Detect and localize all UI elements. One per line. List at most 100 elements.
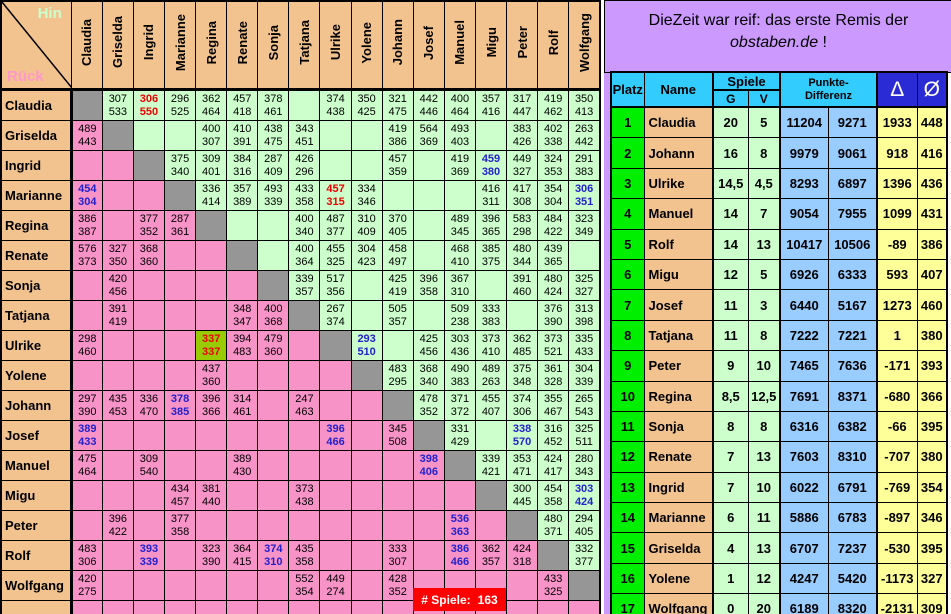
result-cell-claudia-vs-sonja[interactable]: 378 461 [257,89,290,121]
result-cell-tatjana-vs-ingrid[interactable] [132,300,166,331]
result-cell-rolf-vs-ulrike[interactable] [319,540,352,571]
standings-pkt-minus-cell[interactable]: 8320 [827,593,879,614]
result-cell-johann-vs-renate[interactable]: 314 461 [226,390,259,421]
result-cell-rolf-vs-rolf[interactable] [537,540,570,571]
result-cell-claudia-vs-peter[interactable]: 317 447 [506,89,539,121]
result-cell-claudia-vs-tatjana[interactable] [288,89,321,121]
standings-g-cell[interactable]: 7 [712,471,749,504]
result-cell-rolf-vs-yolene[interactable] [350,540,383,571]
result-cell-regina-vs-claudia[interactable]: 386 387 [70,210,103,241]
result-cell-regina-vs-peter[interactable]: 583 298 [506,210,539,241]
result-cell-extra-vs-rolf[interactable] [537,600,570,614]
result-cell-renate-vs-yolene[interactable]: 304 423 [350,240,383,271]
standings-delta-cell[interactable]: 1099 [876,198,918,230]
standings-pkt-minus-cell[interactable]: 8371 [827,380,879,412]
result-cell-tatjana-vs-migu[interactable]: 333 383 [474,300,508,331]
result-cell-wolfgang-vs-peter[interactable] [506,570,539,601]
standings-name-cell[interactable]: Peter [643,350,714,382]
result-cell-peter-vs-manuel[interactable]: 536 363 [443,510,476,541]
standings-pkt-minus-cell[interactable]: 5420 [827,562,879,595]
standings-platz-cell[interactable]: 10 [610,380,645,412]
result-cell-claudia-vs-griselda[interactable]: 307 533 [101,89,134,121]
standings-pkt-plus-cell[interactable]: 6022 [779,471,829,504]
result-cell-tatjana-vs-josef[interactable] [412,300,445,331]
standings-name-cell[interactable]: Yolene [643,562,714,595]
result-cell-ulrike-vs-regina[interactable]: 337 337 [195,330,228,361]
col-header-griselda[interactable]: Griselda [101,0,134,91]
standings-delta-cell[interactable]: -1173 [876,562,918,595]
standings-v-cell[interactable]: 8 [747,137,782,169]
standings-g-cell[interactable]: 4 [712,532,749,564]
standings-delta-cell[interactable]: 918 [876,137,918,169]
result-cell-sonja-vs-griselda[interactable]: 420 456 [101,270,134,301]
result-cell-renate-vs-regina[interactable] [195,240,228,271]
result-cell-marianne-vs-renate[interactable]: 357 389 [226,180,259,211]
result-cell-migu-vs-claudia[interactable] [70,480,103,511]
result-cell-migu-vs-migu[interactable] [474,480,508,511]
result-cell-migu-vs-ulrike[interactable] [319,480,352,511]
result-cell-ingrid-vs-sonja[interactable]: 287 409 [257,150,290,181]
col-header-wolfgang[interactable]: Wolfgang [568,0,601,91]
standings-pkt-minus-cell[interactable]: 6333 [827,258,879,291]
result-cell-wolfgang-vs-yolene[interactable] [350,570,383,601]
result-cell-josef-vs-josef[interactable] [412,420,445,451]
standings-g-cell[interactable]: 14 [712,198,749,230]
standings-platz-cell[interactable]: 9 [610,350,645,382]
result-cell-ingrid-vs-claudia[interactable] [70,150,103,181]
result-cell-claudia-vs-ulrike[interactable]: 374 438 [319,89,352,121]
result-cell-ingrid-vs-renate[interactable]: 384 316 [226,150,259,181]
header-v[interactable]: V [747,89,782,108]
standings-delta-cell[interactable]: -707 [876,441,918,473]
row-header-ellipsis[interactable]: ... [0,600,73,614]
standings-v-cell[interactable]: 13 [747,532,782,564]
col-header-johann[interactable]: Johann [381,0,414,91]
result-cell-ulrike-vs-johann[interactable] [381,330,414,361]
result-cell-renate-vs-wolfgang[interactable] [568,240,601,271]
standings-delta-cell[interactable]: -769 [876,471,918,504]
result-cell-ulrike-vs-rolf[interactable]: 373 521 [537,330,570,361]
result-cell-sonja-vs-wolfgang[interactable]: 325 327 [568,270,601,301]
result-cell-ingrid-vs-josef[interactable] [412,150,445,181]
result-cell-rolf-vs-griselda[interactable] [101,540,134,571]
standings-g-cell[interactable]: 11 [712,319,749,352]
standings-platz-cell[interactable]: 2 [610,137,645,169]
row-header-sonja[interactable]: Sonja [0,270,73,301]
standings-delta-cell[interactable]: 593 [876,258,918,291]
result-cell-griselda-vs-tatjana[interactable]: 343 451 [288,120,321,151]
result-cell-sonja-vs-yolene[interactable] [350,270,383,301]
result-cell-extra-vs-claudia[interactable] [70,600,103,614]
result-cell-rolf-vs-regina[interactable]: 323 390 [195,540,228,571]
result-cell-migu-vs-peter[interactable]: 300 445 [506,480,539,511]
standings-g-cell[interactable]: 11 [712,289,749,321]
standings-name-cell[interactable]: Manuel [643,198,714,230]
row-header-yolene[interactable]: Yolene [0,360,73,391]
standings-pkt-minus-cell[interactable]: 9271 [827,106,879,139]
result-cell-josef-vs-wolfgang[interactable]: 325 511 [568,420,601,451]
standings-pkt-plus-cell[interactable]: 6707 [779,532,829,564]
result-cell-migu-vs-josef[interactable] [412,480,445,511]
standings-g-cell[interactable]: 20 [712,106,749,139]
result-cell-tatjana-vs-renate[interactable]: 348 347 [226,300,259,331]
header-g[interactable]: G [712,89,749,108]
result-cell-migu-vs-sonja[interactable] [257,480,290,511]
result-cell-regina-vs-sonja[interactable] [257,210,290,241]
result-cell-migu-vs-johann[interactable] [381,480,414,511]
result-cell-yolene-vs-renate[interactable] [226,360,259,391]
standings-name-cell[interactable]: Tatjana [643,319,714,352]
result-cell-renate-vs-manuel[interactable]: 468 410 [443,240,476,271]
result-cell-claudia-vs-wolfgang[interactable]: 350 413 [568,89,601,121]
standings-pkt-plus-cell[interactable]: 7222 [779,319,829,352]
standings-pkt-plus-cell[interactable]: 11204 [779,106,829,139]
standings-platz-cell[interactable]: 8 [610,319,645,352]
result-cell-regina-vs-griselda[interactable] [101,210,134,241]
row-header-tatjana[interactable]: Tatjana [0,300,73,331]
result-cell-yolene-vs-regina[interactable]: 437 360 [195,360,228,391]
result-cell-tatjana-vs-sonja[interactable]: 400 368 [257,300,290,331]
col-header-rolf[interactable]: Rolf [537,0,570,91]
standings-name-cell[interactable]: Ulrike [643,167,714,200]
col-header-renate[interactable]: Renate [226,0,259,91]
standings-v-cell[interactable]: 5 [747,106,782,139]
standings-avg-cell[interactable]: 460 [916,289,948,321]
result-cell-wolfgang-vs-sonja[interactable] [257,570,290,601]
result-cell-yolene-vs-johann[interactable]: 483 295 [381,360,414,391]
